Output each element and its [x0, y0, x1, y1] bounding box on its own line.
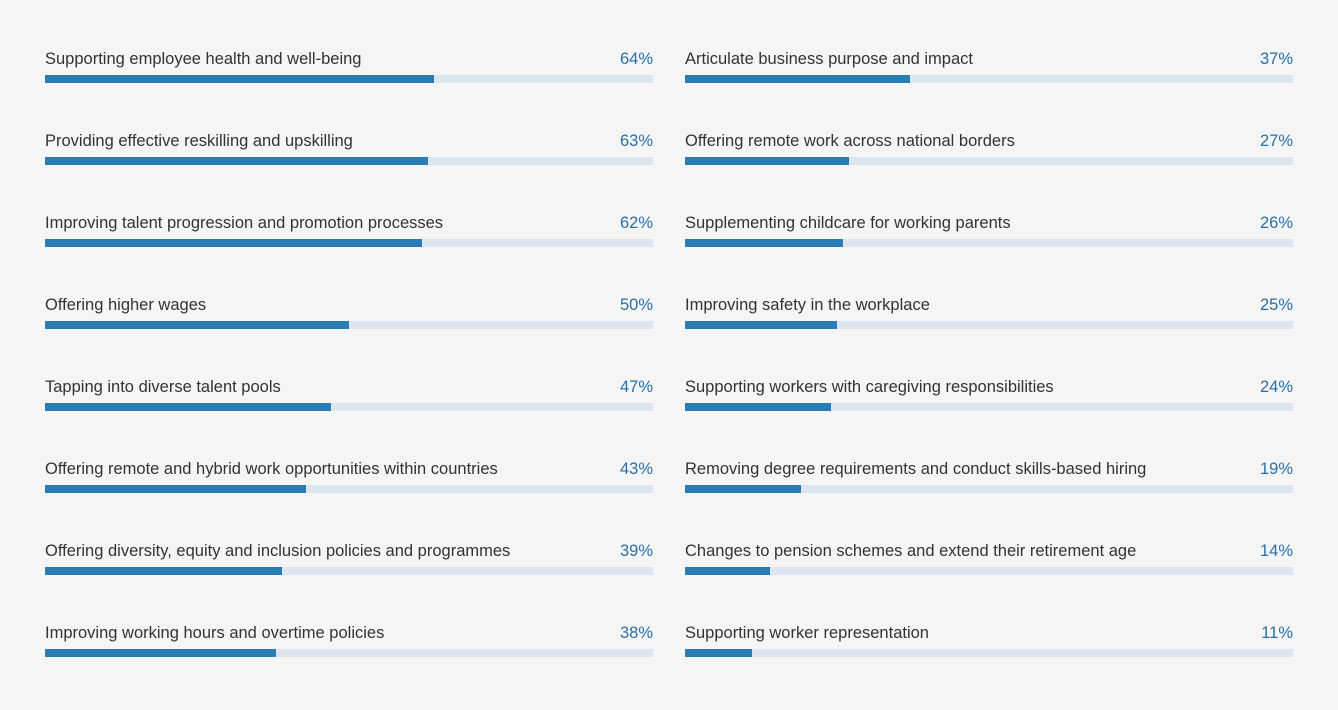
bar-label: Offering diversity, equity and inclusion…	[45, 542, 511, 560]
bar-label: Removing degree requirements and conduct…	[685, 460, 1147, 478]
chart-row: Supplementing childcare for working pare…	[685, 213, 1293, 253]
chart-row: Providing effective reskilling and upski…	[45, 131, 653, 171]
bar-value-label: 25%	[1259, 296, 1293, 314]
bar-value-label: 38%	[619, 624, 653, 642]
bar-value-label: 39%	[619, 542, 653, 560]
bar-track	[45, 75, 653, 83]
bar-label: Improving safety in the workplace	[685, 296, 930, 314]
chart-row: Offering diversity, equity and inclusion…	[45, 541, 653, 581]
bar-fill	[45, 75, 434, 83]
bar-label: Offering higher wages	[45, 296, 207, 314]
bar-track	[685, 567, 1293, 575]
bar-value-label: 62%	[619, 214, 653, 232]
bar-fill	[685, 239, 843, 247]
bar-value-label: 37%	[1259, 50, 1293, 68]
bar-track	[45, 403, 653, 411]
bar-value-label: 63%	[619, 132, 653, 150]
bar-value-label: 14%	[1259, 542, 1293, 560]
chart-row: Changes to pension schemes and extend th…	[685, 541, 1293, 581]
bar-value-label: 50%	[619, 296, 653, 314]
bar-label: Supplementing childcare for working pare…	[685, 214, 1011, 232]
bar-label: Improving talent progression and promoti…	[45, 214, 444, 232]
chart-row: Offering higher wages 50%	[45, 295, 653, 335]
chart-row: Offering remote and hybrid work opportun…	[45, 459, 653, 499]
bar-label: Supporting workers with caregiving respo…	[685, 378, 1054, 396]
bar-fill	[45, 649, 276, 657]
bar-track	[45, 239, 653, 247]
bar-label: Offering remote and hybrid work opportun…	[45, 460, 498, 478]
bar-value-label: 24%	[1259, 378, 1293, 396]
bar-label: Tapping into diverse talent pools	[45, 378, 281, 396]
bar-value-label: 64%	[619, 50, 653, 68]
chart-row: Supporting workers with caregiving respo…	[685, 377, 1293, 417]
bar-track	[45, 567, 653, 575]
bar-track	[45, 485, 653, 493]
chart-row: Tapping into diverse talent pools 47%	[45, 377, 653, 417]
bar-track	[45, 649, 653, 657]
chart-row: Removing degree requirements and conduct…	[685, 459, 1293, 499]
bar-label: Articulate business purpose and impact	[685, 50, 973, 68]
bar-label: Improving working hours and overtime pol…	[45, 624, 385, 642]
bar-track	[685, 321, 1293, 329]
bar-value-label: 26%	[1259, 214, 1293, 232]
bar-value-label: 11%	[1261, 624, 1293, 642]
bar-label: Offering remote work across national bor…	[685, 132, 1015, 150]
bar-fill	[45, 321, 349, 329]
bar-track	[45, 321, 653, 329]
bar-fill	[45, 485, 306, 493]
bar-fill	[45, 567, 282, 575]
chart-row: Improving safety in the workplace 25%	[685, 295, 1293, 335]
bar-value-label: 47%	[619, 378, 653, 396]
bar-track	[685, 239, 1293, 247]
chart-row: Supporting employee health and well-bein…	[45, 49, 653, 89]
chart-row: Improving talent progression and promoti…	[45, 213, 653, 253]
bar-track	[685, 75, 1293, 83]
chart-row: Supporting worker representation 11%	[685, 623, 1293, 663]
bar-fill	[685, 321, 837, 329]
bar-fill	[45, 239, 422, 247]
bar-value-label: 43%	[619, 460, 653, 478]
bar-fill	[685, 649, 752, 657]
bar-track	[685, 485, 1293, 493]
bar-fill	[45, 157, 428, 165]
bar-fill	[685, 485, 801, 493]
bar-value-label: 27%	[1259, 132, 1293, 150]
chart-row: Offering remote work across national bor…	[685, 131, 1293, 171]
bar-fill	[685, 567, 770, 575]
bar-label: Supporting employee health and well-bein…	[45, 50, 362, 68]
bar-track	[685, 403, 1293, 411]
chart-row: Articulate business purpose and impact 37…	[685, 49, 1293, 89]
bar-track	[685, 157, 1293, 165]
bar-fill	[685, 157, 849, 165]
bar-value-label: 19%	[1259, 460, 1293, 478]
bar-track	[685, 649, 1293, 657]
chart-row: Improving working hours and overtime pol…	[45, 623, 653, 663]
bar-label: Supporting worker representation	[685, 624, 929, 642]
bar-track	[45, 157, 653, 165]
bar-fill	[45, 403, 331, 411]
bar-label: Providing effective reskilling and upski…	[45, 132, 353, 150]
bar-fill	[685, 75, 910, 83]
bar-label: Changes to pension schemes and extend th…	[685, 542, 1137, 560]
bar-fill	[685, 403, 831, 411]
